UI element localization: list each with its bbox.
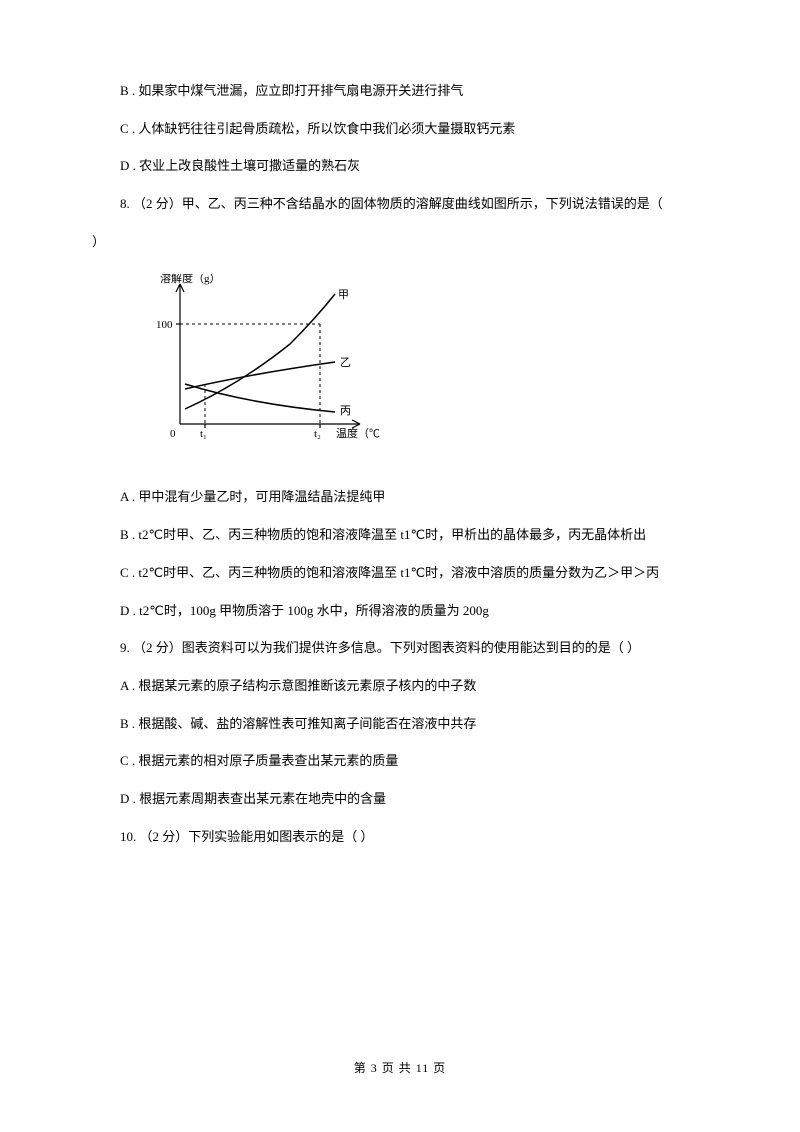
- q9-option-c: C . 根据元素的相对原子质量表查出某元素的质量: [92, 742, 708, 780]
- option-d: D . 农业上改良酸性土壤可撒适量的熟石灰: [92, 147, 708, 185]
- origin-label: 0: [170, 428, 176, 440]
- page-footer: 第 3 页 共 11 页: [0, 1059, 800, 1076]
- label-jia: 甲: [338, 289, 349, 301]
- q9-option-a: A . 根据某元素的原子结构示意图推断该元素原子核内的中子数: [92, 667, 708, 705]
- q9-option-b: B . 根据酸、碱、盐的溶解性表可推知离子间能否在溶液中共存: [92, 705, 708, 743]
- q10-stem: 10. （2 分）下列实验能用如图表示的是（ ）: [92, 818, 708, 856]
- q8-option-b: B . t2℃时甲、乙、丙三种物质的饱和溶液降温至 t1℃时，甲析出的晶体最多，…: [92, 516, 708, 554]
- t2-label: t₂: [314, 428, 321, 440]
- page-content: B . 如果家中煤气泄漏，应立即打开排气扇电源开关进行排气 C . 人体缺钙往往…: [0, 0, 800, 855]
- q8-stem: 8. （2 分）甲、乙、丙三种不含结晶水的固体物质的溶解度曲线如图所示，下列说法…: [92, 185, 708, 223]
- x-axis-label: 温度（℃）: [336, 426, 380, 440]
- q8-option-c: C . t2℃时甲、乙、丙三种物质的饱和溶液降温至 t1℃时，溶液中溶质的质量分…: [92, 554, 708, 592]
- q8-close-paren: ）: [92, 223, 708, 261]
- q9-stem: 9. （2 分）图表资料可以为我们提供许多信息。下列对图表资料的使用能达到目的的…: [92, 629, 708, 667]
- solubility-chart: 溶解度（g） 100 0 t₁ t₂ 温度（℃） 甲 乙 丙: [140, 274, 380, 464]
- label-bing: 丙: [340, 405, 351, 417]
- q8-option-a: A . 甲中混有少量乙时，可用降温结晶法提纯甲: [92, 478, 708, 516]
- label-yi: 乙: [340, 356, 351, 369]
- q8-option-d: D . t2℃时，100g 甲物质溶于 100g 水中，所得溶液的质量为 200…: [92, 592, 708, 630]
- q9-option-d: D . 根据元素周期表查出某元素在地壳中的含量: [92, 780, 708, 818]
- option-c: C . 人体缺钙往往引起骨质疏松，所以饮食中我们必须大量摄取钙元素: [92, 110, 708, 148]
- solubility-chart-container: 溶解度（g） 100 0 t₁ t₂ 温度（℃） 甲 乙 丙: [92, 260, 708, 478]
- chart-svg: 溶解度（g） 100 0 t₁ t₂ 温度（℃） 甲 乙 丙: [140, 274, 380, 464]
- option-b: B . 如果家中煤气泄漏，应立即打开排气扇电源开关进行排气: [92, 72, 708, 110]
- y-axis-label: 溶解度（g）: [160, 274, 221, 285]
- curve-jia: [185, 294, 335, 409]
- t1-label: t₁: [200, 428, 207, 440]
- y-tick-label: 100: [156, 319, 173, 331]
